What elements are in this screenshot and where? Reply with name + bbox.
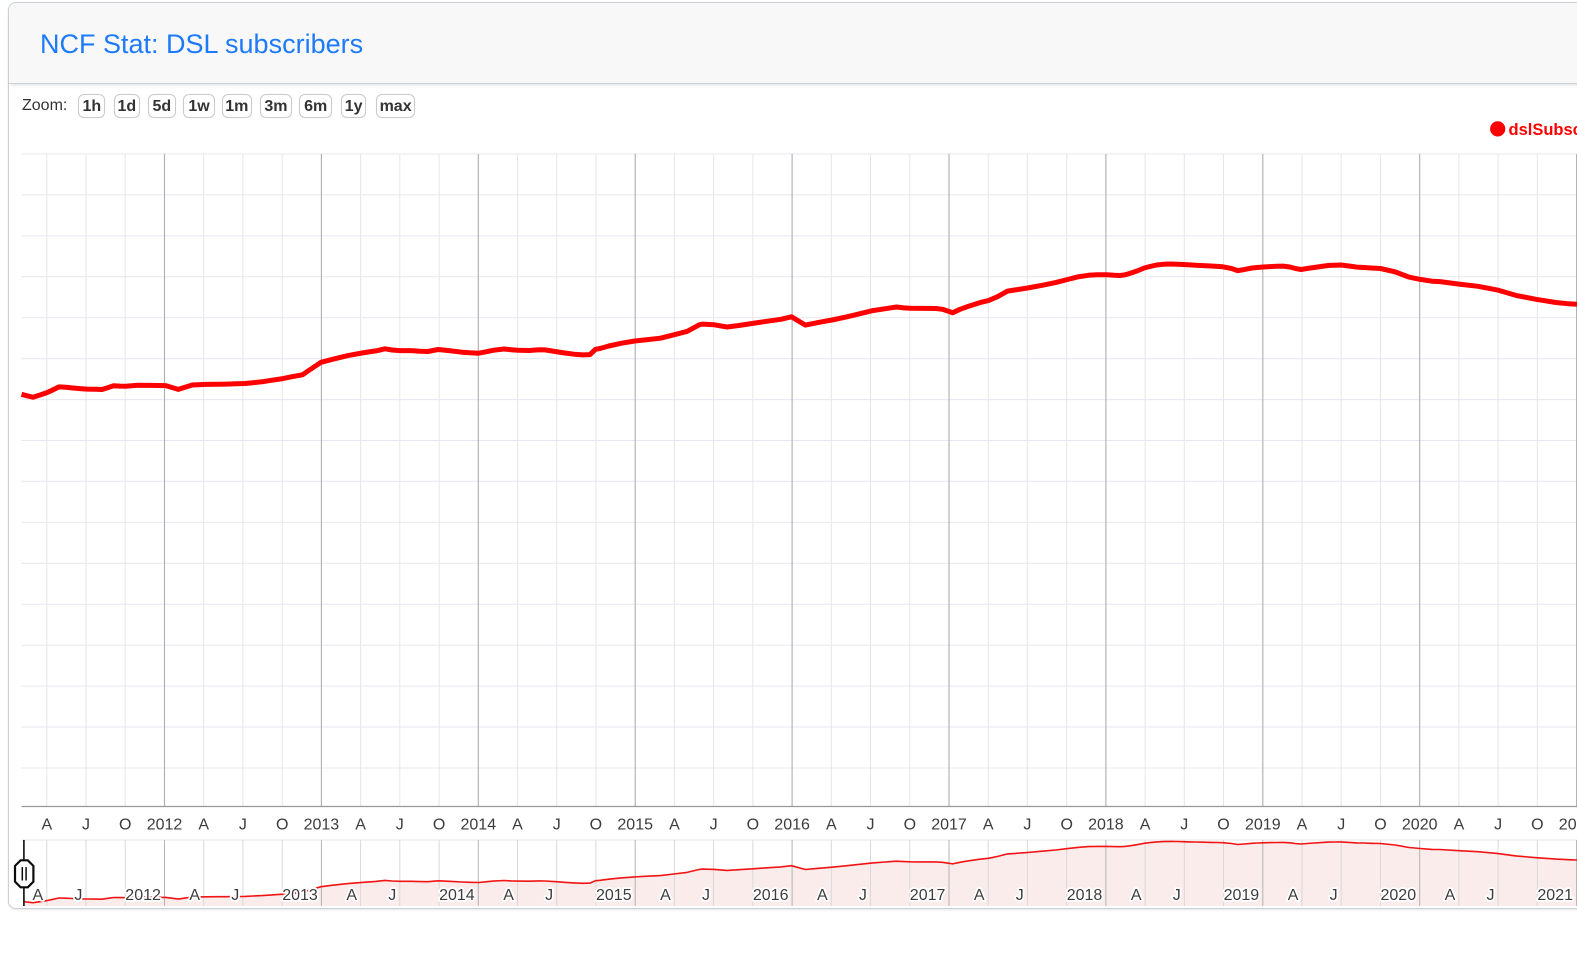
svg-text:2012: 2012 <box>125 887 161 904</box>
svg-text:J: J <box>1023 817 1031 834</box>
svg-text:2020: 2020 <box>1381 887 1417 904</box>
svg-text:A: A <box>660 887 671 904</box>
svg-text:O: O <box>1374 817 1386 834</box>
svg-text:A: A <box>355 817 366 834</box>
svg-text:2016: 2016 <box>753 887 789 904</box>
svg-text:O: O <box>1060 817 1072 834</box>
svg-text:A: A <box>198 817 209 834</box>
svg-text:A: A <box>1140 817 1151 834</box>
svg-text:O: O <box>119 817 131 834</box>
svg-text:J: J <box>553 817 561 834</box>
svg-text:A: A <box>33 887 44 904</box>
svg-text:O: O <box>1217 817 1229 834</box>
svg-text:2017: 2017 <box>910 887 946 904</box>
svg-text:A: A <box>346 887 357 904</box>
svg-text:2018: 2018 <box>1067 887 1103 904</box>
svg-text:2015: 2015 <box>617 817 653 834</box>
svg-text:O: O <box>747 817 759 834</box>
svg-text:2014: 2014 <box>461 817 497 834</box>
svg-text:J: J <box>702 887 710 904</box>
svg-text:A: A <box>503 887 514 904</box>
svg-text:J: J <box>1173 887 1181 904</box>
svg-text:2016: 2016 <box>774 817 810 834</box>
svg-text:A: A <box>983 817 994 834</box>
svg-text:J: J <box>82 817 90 834</box>
svg-text:A: A <box>826 817 837 834</box>
svg-text:A: A <box>1297 817 1308 834</box>
svg-text:J: J <box>1337 817 1345 834</box>
svg-text:2019: 2019 <box>1224 887 1260 904</box>
svg-text:J: J <box>1180 817 1188 834</box>
svg-text:J: J <box>867 817 875 834</box>
svg-text:J: J <box>1487 887 1495 904</box>
svg-text:O: O <box>590 817 602 834</box>
svg-text:2021: 2021 <box>1537 887 1573 904</box>
svg-text:2015: 2015 <box>596 887 632 904</box>
svg-text:J: J <box>545 887 553 904</box>
svg-text:A: A <box>41 817 52 834</box>
svg-text:A: A <box>1454 817 1465 834</box>
svg-text:O: O <box>904 817 916 834</box>
svg-text:2013: 2013 <box>282 887 318 904</box>
svg-text:A: A <box>1445 887 1456 904</box>
svg-text:J: J <box>396 817 404 834</box>
svg-text:2014: 2014 <box>439 887 475 904</box>
svg-text:A: A <box>669 817 680 834</box>
svg-text:2021: 2021 <box>1559 817 1577 834</box>
svg-text:O: O <box>276 817 288 834</box>
svg-text:J: J <box>239 817 247 834</box>
svg-text:2020: 2020 <box>1402 817 1438 834</box>
svg-text:A: A <box>1131 887 1142 904</box>
svg-text:2017: 2017 <box>931 817 967 834</box>
svg-text:2019: 2019 <box>1245 817 1281 834</box>
svg-text:A: A <box>974 887 985 904</box>
svg-text:A: A <box>817 887 828 904</box>
svg-text:J: J <box>859 887 867 904</box>
svg-text:J: J <box>1330 887 1338 904</box>
svg-text:J: J <box>1494 817 1502 834</box>
svg-text:2013: 2013 <box>304 817 340 834</box>
svg-text:J: J <box>710 817 718 834</box>
svg-text:A: A <box>189 887 200 904</box>
svg-text:J: J <box>388 887 396 904</box>
svg-text:O: O <box>433 817 445 834</box>
svg-text:O: O <box>1531 817 1543 834</box>
svg-text:A: A <box>1288 887 1299 904</box>
svg-text:J: J <box>231 887 239 904</box>
svg-text:J: J <box>1016 887 1024 904</box>
svg-text:2012: 2012 <box>147 817 183 834</box>
svg-text:2018: 2018 <box>1088 817 1124 834</box>
svg-text:J: J <box>74 887 82 904</box>
svg-text:dslSubscribers: dslSubscribers <box>1509 121 1577 139</box>
svg-text:A: A <box>512 817 523 834</box>
